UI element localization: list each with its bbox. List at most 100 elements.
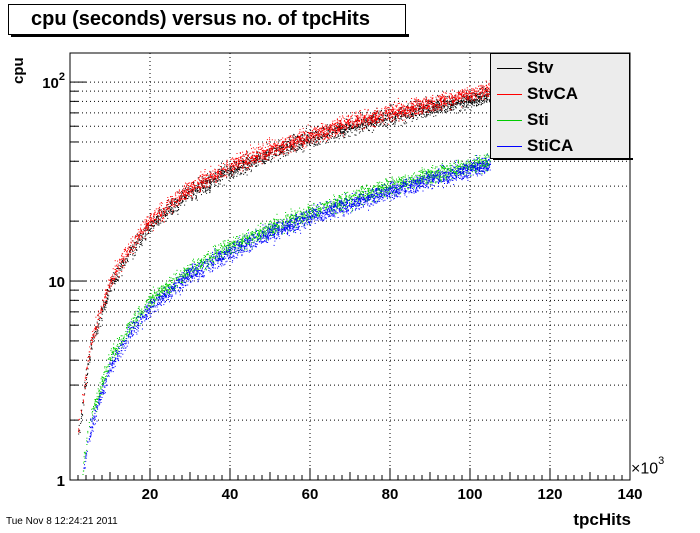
data-point (475, 93, 477, 95)
data-point (214, 178, 216, 180)
data-point (243, 173, 245, 175)
data-point (257, 164, 259, 166)
data-point (132, 246, 134, 248)
data-point (467, 103, 469, 105)
data-point (140, 232, 142, 234)
data-point (275, 147, 277, 149)
data-point (431, 103, 433, 104)
data-point (432, 97, 434, 99)
data-point (227, 166, 229, 168)
data-point (398, 110, 399, 112)
data-point (443, 97, 445, 99)
data-point (253, 160, 255, 162)
data-point (274, 153, 276, 155)
data-point (159, 208, 161, 210)
data-point (191, 185, 193, 187)
data-point (453, 104, 455, 106)
data-point (356, 120, 358, 122)
data-point (325, 142, 327, 144)
data-point (217, 176, 219, 178)
data-point (189, 194, 191, 196)
data-point (263, 155, 265, 157)
data-point (468, 100, 470, 102)
data-point (407, 103, 409, 105)
data-point (101, 307, 103, 309)
data-point (335, 126, 337, 127)
data-point (418, 103, 420, 104)
data-point (449, 97, 451, 99)
data-point (247, 157, 248, 159)
data-point (364, 115, 365, 117)
data-point (305, 137, 307, 139)
data-point (326, 136, 328, 138)
data-point (326, 128, 328, 130)
data-point (267, 151, 269, 153)
data-point (310, 131, 312, 133)
data-point (340, 123, 342, 125)
data-point (230, 168, 232, 170)
data-point (279, 145, 280, 146)
data-point (172, 207, 174, 209)
data-point (187, 194, 189, 196)
data-point (82, 401, 84, 403)
data-point (167, 206, 169, 208)
data-point (210, 181, 212, 183)
data-point (198, 191, 200, 193)
data-point (168, 206, 170, 207)
data-point (334, 132, 336, 134)
data-point (117, 279, 119, 281)
data-point (151, 221, 153, 223)
data-point (427, 102, 429, 104)
data-point (132, 236, 134, 238)
data-point (129, 246, 131, 248)
data-point (332, 136, 334, 137)
data-point (484, 92, 486, 94)
data-point (313, 138, 315, 140)
data-point (170, 202, 172, 204)
data-point (328, 129, 330, 130)
data-point (335, 123, 337, 124)
data-point (291, 142, 293, 144)
data-point (381, 119, 383, 121)
data-point (205, 179, 207, 181)
data-point (95, 326, 97, 328)
data-point (92, 338, 94, 340)
data-point (233, 158, 235, 160)
data-point (400, 108, 402, 110)
data-point (97, 330, 99, 332)
data-point (78, 424, 80, 426)
data-point (269, 139, 271, 141)
data-point (460, 94, 462, 96)
data-point (478, 97, 480, 99)
data-point (485, 91, 487, 93)
data-point (315, 135, 317, 137)
data-point (265, 151, 266, 153)
data-point (326, 127, 328, 129)
data-point (409, 109, 411, 111)
data-point (309, 136, 311, 138)
data-point (276, 147, 277, 149)
data-point (444, 98, 446, 100)
data-point (202, 181, 204, 183)
data-point (394, 116, 396, 118)
data-point (362, 124, 364, 126)
data-point (331, 124, 333, 126)
data-point (297, 136, 298, 138)
data-point (196, 192, 198, 194)
data-point (117, 279, 119, 281)
data-point (399, 118, 401, 120)
data-point (91, 348, 93, 350)
data-point (409, 107, 411, 109)
data-point (302, 127, 304, 129)
data-point (451, 97, 453, 99)
data-point (437, 96, 439, 98)
data-point (480, 98, 482, 100)
data-point (86, 382, 88, 384)
data-point (314, 135, 316, 137)
data-point (123, 261, 124, 263)
data-point (474, 93, 476, 94)
data-point (436, 99, 438, 101)
data-point (276, 141, 278, 143)
data-point (355, 123, 357, 125)
data-point (182, 200, 184, 201)
